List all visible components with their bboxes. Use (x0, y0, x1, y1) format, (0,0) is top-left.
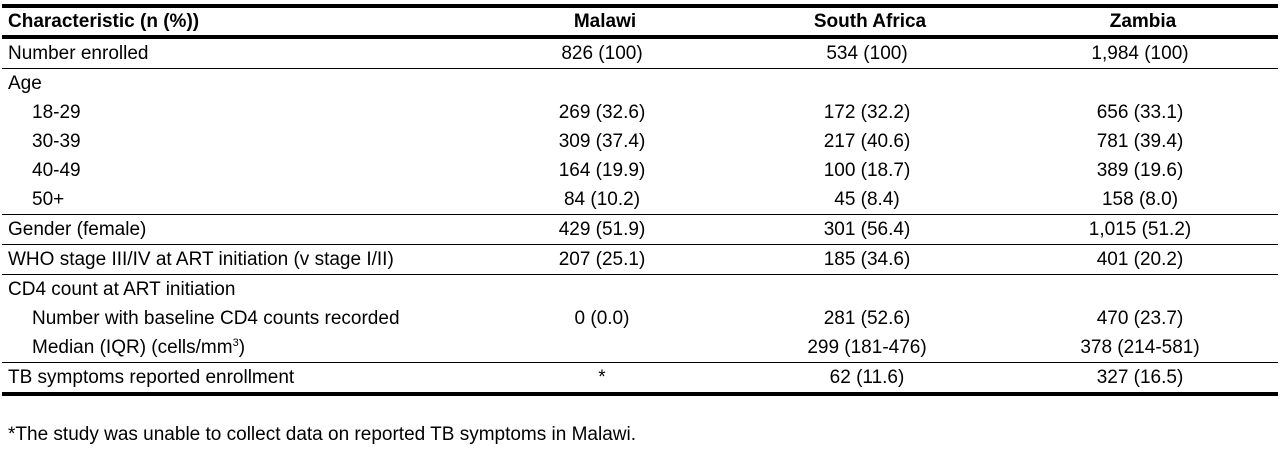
row-label-end: ) (238, 336, 246, 358)
cell-south-africa: 45 (8.4) (834, 188, 900, 210)
row-label: Median (IQR) (cells/mm3) (2, 333, 472, 363)
cell-zambia: 327 (16.5) (1096, 366, 1184, 388)
row-label: WHO stage III/IV at ART initiation (v st… (8, 248, 394, 270)
cell-malawi: 164 (19.9) (558, 159, 646, 181)
header-characteristic: Characteristic (n (%)) (8, 10, 200, 32)
cell-zambia: 158 (8.0) (1101, 188, 1179, 210)
cell-malawi: 0 (0.0) (574, 307, 630, 329)
table-row: Gender (female) 429 (51.9) 301 (56.4) 1,… (2, 215, 1278, 245)
cell-malawi: 429 (51.9) (558, 218, 646, 240)
table-footnote: *The study was unable to collect data on… (8, 424, 637, 445)
cell-south-africa: 172 (32.2) (823, 101, 911, 123)
cell-zambia: 656 (33.1) (1096, 101, 1184, 123)
table-row: Median (IQR) (cells/mm3) 299 (181-476) 3… (2, 333, 1278, 363)
cell-zambia: 1,984 (100) (1091, 42, 1189, 64)
row-label: Number enrolled (8, 42, 149, 64)
cell-malawi: 826 (100) (561, 42, 643, 64)
row-label: 50+ (32, 188, 65, 210)
table-row: 40-49 164 (19.9) 100 (18.7) 389 (19.6) (2, 156, 1278, 185)
cell-malawi: 309 (37.4) (558, 130, 646, 152)
table-row: 50+ 84 (10.2) 45 (8.4) 158 (8.0) (2, 185, 1278, 215)
cell-south-africa: 301 (56.4) (823, 218, 911, 240)
row-group-label: CD4 count at ART initiation (8, 278, 236, 300)
cell-malawi (472, 333, 732, 363)
row-label: TB symptoms reported enrollment (8, 366, 295, 388)
cell-south-africa: 534 (100) (826, 42, 908, 64)
row-label: 30-39 (32, 130, 81, 152)
cell-zambia: 781 (39.4) (1096, 130, 1184, 152)
row-label: Gender (female) (8, 218, 147, 240)
cell-south-africa: 185 (34.6) (823, 248, 911, 270)
row-label: 40-49 (32, 159, 81, 181)
table-row: WHO stage III/IV at ART initiation (v st… (2, 245, 1278, 275)
row-group-label: Age (8, 72, 42, 94)
header-malawi: Malawi (573, 10, 637, 32)
characteristics-table: Characteristic (n (%)) Malawi South Afri… (2, 4, 1278, 396)
cell-malawi: 207 (25.1) (558, 248, 646, 270)
table-row: Number enrolled 826 (100) 534 (100) 1,98… (2, 37, 1278, 69)
cell-malawi: 269 (32.6) (558, 101, 646, 123)
cell-zambia: 378 (214-581) (1080, 336, 1200, 358)
superscript: 3 (232, 336, 239, 349)
header-south-africa: South Africa (813, 10, 927, 32)
header-zambia: Zambia (1109, 10, 1177, 32)
cell-south-africa: 62 (11.6) (829, 366, 905, 388)
cell-zambia: 1,015 (51.2) (1088, 218, 1192, 240)
row-label: Number with baseline CD4 counts recorded (32, 307, 400, 329)
cell-malawi: 84 (10.2) (563, 188, 641, 210)
cell-zambia: 401 (20.2) (1096, 248, 1184, 270)
row-label: 18-29 (32, 101, 81, 123)
table-header-row: Characteristic (n (%)) Malawi South Afri… (2, 6, 1278, 37)
cell-zambia: 389 (19.6) (1096, 159, 1184, 181)
cell-south-africa: 100 (18.7) (823, 159, 911, 181)
table-row: Number with baseline CD4 counts recorded… (2, 304, 1278, 333)
cell-south-africa: 217 (40.6) (823, 130, 911, 152)
cell-south-africa: 281 (52.6) (823, 307, 911, 329)
cell-zambia: 470 (23.7) (1096, 307, 1184, 329)
table-row: 30-39 309 (37.4) 217 (40.6) 781 (39.4) (2, 127, 1278, 156)
table-row: Age (2, 69, 1278, 99)
row-label-text: Median (IQR) (cells/mm (32, 336, 233, 358)
cell-south-africa: 299 (181-476) (807, 336, 927, 358)
table-row: 18-29 269 (32.6) 172 (32.2) 656 (33.1) (2, 98, 1278, 127)
table-row: TB symptoms reported enrollment * 62 (11… (2, 363, 1278, 394)
table-row: CD4 count at ART initiation (2, 275, 1278, 305)
cell-malawi: * (598, 366, 606, 388)
